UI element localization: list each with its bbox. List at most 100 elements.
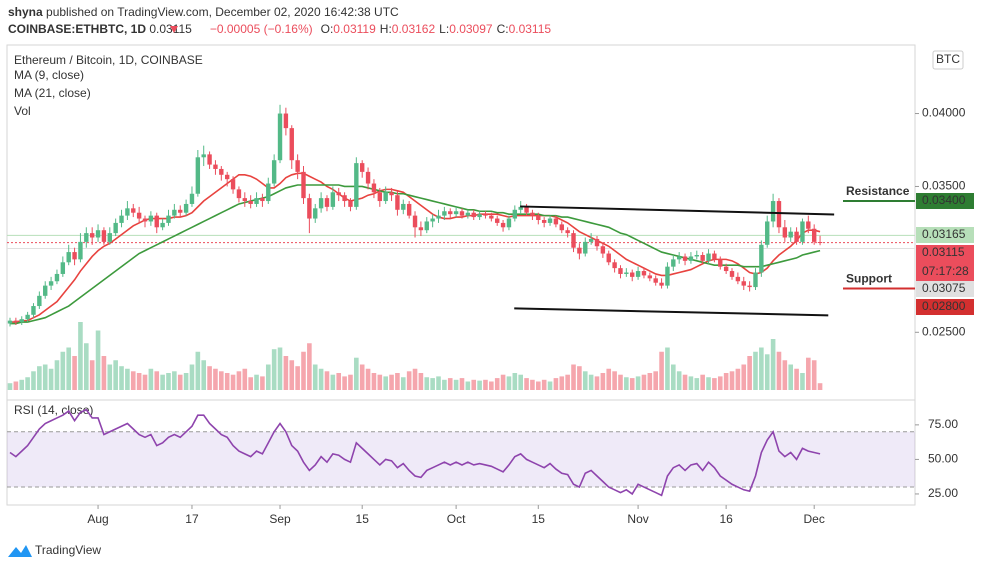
quote-line: COINBASE:ETHBTC, 1D 0.03115 −0.00005 (−0.… — [8, 22, 551, 36]
volume-bar — [483, 379, 488, 390]
candle-body — [295, 160, 300, 172]
volume-bar — [142, 374, 148, 390]
volume-bar — [107, 364, 113, 390]
volume-bar — [665, 347, 670, 390]
volume-bar — [295, 366, 300, 390]
volume-bar — [383, 376, 388, 390]
volume-bar — [301, 351, 306, 390]
candle-body — [412, 215, 418, 228]
volume-bar — [536, 381, 541, 390]
candle-body — [424, 221, 429, 231]
channel-line — [520, 205, 835, 216]
candle-body — [301, 171, 306, 199]
candle-body — [806, 221, 811, 229]
candle-body — [788, 231, 793, 238]
candle-body — [406, 203, 412, 216]
volume-bar — [729, 371, 735, 390]
volume-bar — [283, 356, 289, 390]
volume-bar — [629, 378, 635, 390]
candle-body — [84, 233, 89, 242]
symbol: COINBASE:ETHBTC, 1D — [8, 22, 146, 36]
volume-bar — [95, 330, 101, 390]
candle-body — [371, 183, 377, 193]
candle-body — [313, 208, 318, 219]
volume-bar — [289, 360, 295, 390]
volume-bar — [324, 371, 330, 390]
volume-bar — [659, 351, 664, 390]
candle-body — [712, 253, 717, 260]
currency-button[interactable] — [932, 50, 964, 70]
volume-bar — [371, 373, 377, 390]
volume-bar — [600, 373, 606, 390]
volume-bar — [424, 377, 430, 390]
rsi-band — [7, 431, 915, 488]
level-name: Support — [846, 272, 892, 286]
candle-body — [113, 222, 118, 234]
volume-bar — [524, 378, 529, 390]
candle-body — [477, 214, 482, 218]
candle-body — [107, 233, 112, 242]
volume-bar — [776, 351, 782, 390]
volume-bar — [277, 347, 283, 390]
candle-body — [254, 198, 259, 204]
volume-bar — [700, 374, 705, 390]
volume-bar — [477, 380, 482, 390]
x-tick-label: 15 — [356, 512, 370, 526]
candle-body — [189, 193, 195, 204]
candle-body — [571, 233, 576, 248]
ohlc-key: H: — [380, 22, 392, 36]
candle-body — [653, 278, 658, 283]
legend-ma21: MA (21, close) — [14, 86, 91, 100]
volume-bar — [512, 373, 518, 390]
countdown: 07:17:28 — [922, 264, 969, 278]
candle-body — [277, 113, 283, 161]
volume-bar — [172, 371, 177, 390]
candle-body — [365, 171, 371, 184]
y-tick-label: 0.02500 — [922, 324, 966, 338]
candle-body — [78, 241, 83, 260]
ohlc-key: C: — [497, 22, 509, 36]
y-tick-label: 0.04000 — [922, 106, 966, 120]
volume-bar — [530, 379, 535, 390]
volume-bar — [588, 374, 594, 390]
candle-body — [201, 154, 206, 158]
candle-body — [89, 233, 95, 238]
x-tick-label: Dec — [804, 512, 825, 526]
candle-body — [25, 314, 30, 320]
price-label-box — [916, 245, 974, 281]
candle-body — [723, 266, 729, 272]
candle-body — [48, 281, 54, 286]
candle-body — [706, 253, 711, 261]
volume-bar — [201, 360, 207, 390]
x-tick-label: Aug — [87, 512, 108, 526]
volume-bar — [78, 322, 83, 390]
volume-bar — [195, 351, 201, 390]
candle-body — [553, 218, 559, 225]
candle-body — [119, 215, 124, 223]
candle-body — [60, 262, 66, 274]
volume-bar — [735, 368, 741, 390]
level-label: 0.02800 — [922, 299, 966, 313]
legend-ma9: MA (9, close) — [14, 68, 84, 82]
candle-body — [776, 201, 782, 228]
volume-bar — [571, 364, 576, 390]
rsi-tick-label: 25.00 — [928, 486, 958, 500]
candle-body — [782, 227, 788, 238]
volume-bar — [7, 383, 13, 390]
volume-bar — [101, 356, 107, 390]
candle-body — [307, 198, 312, 219]
x-tick-label: Nov — [627, 512, 648, 526]
volume-bar — [788, 364, 794, 390]
candle-body — [13, 320, 19, 323]
volume-bar — [412, 368, 418, 390]
volume-bar — [676, 371, 682, 390]
volume-bar — [553, 378, 559, 390]
candle-body — [630, 272, 635, 277]
volume-bar — [471, 379, 477, 390]
logo: TradingView — [8, 543, 101, 557]
volume-bar — [594, 376, 600, 390]
volume-bar — [72, 356, 77, 390]
last-price: 0.03115 — [149, 22, 192, 36]
rsi-title: RSI (14, close) — [14, 403, 93, 417]
